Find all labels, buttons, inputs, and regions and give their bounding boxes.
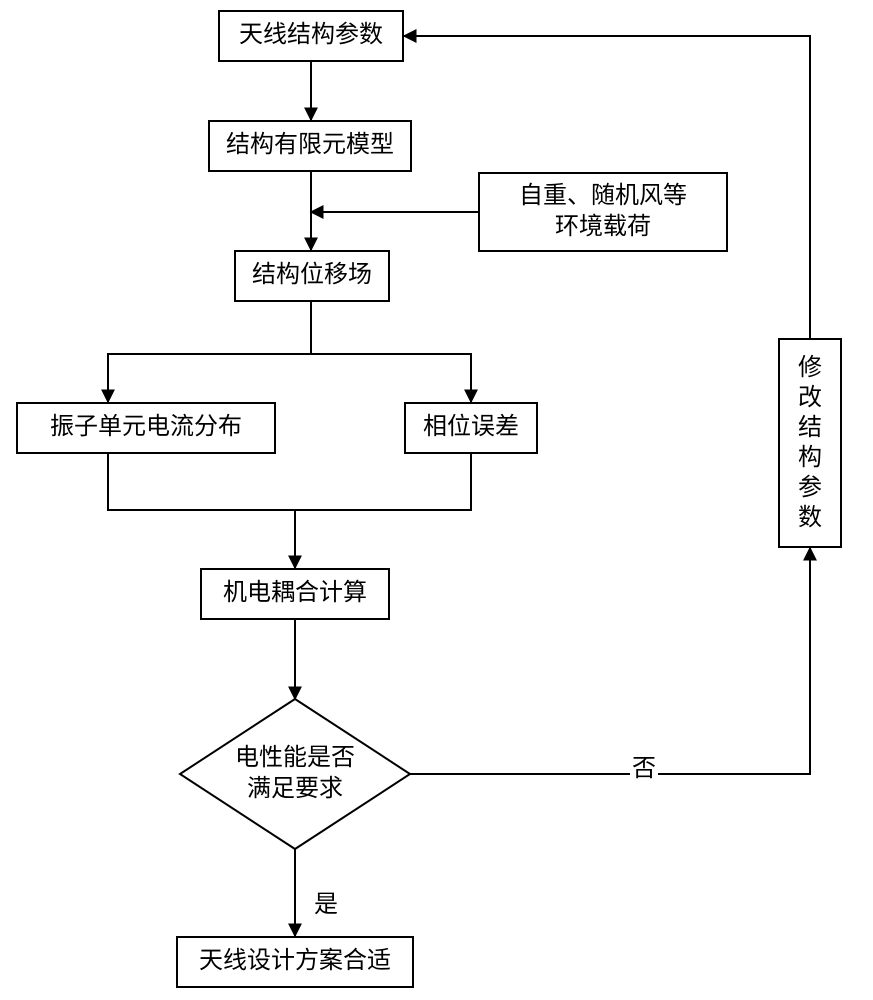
node-label: 振子单元电流分布: [50, 412, 242, 443]
node-label: 天线设计方案合适: [199, 946, 391, 977]
node-label: 机电耦合计算: [223, 578, 367, 609]
node-n1: 天线结构参数: [218, 10, 404, 62]
node-label: 自重、随机风等 环境载荷: [519, 181, 687, 243]
node-label: 结构有限元模型: [226, 130, 394, 161]
node-n10: 修改结构参数: [778, 338, 842, 548]
edge-label: 否: [630, 748, 658, 783]
node-n7: 机电耦合计算: [200, 568, 390, 620]
flowchart-canvas: 是 否 天线结构参数结构有限元模型自重、随机风等 环境载荷结构位移场振子单元电流分布…: [0, 0, 873, 1000]
node-n6: 相位误差: [404, 402, 538, 454]
node-label: 电性能是否 满足要求: [235, 743, 355, 805]
node-label: 相位误差: [423, 412, 519, 443]
edge-label: 是: [312, 884, 340, 919]
node-n4: 结构位移场: [234, 250, 390, 302]
node-n3: 自重、随机风等 环境载荷: [478, 172, 728, 252]
node-n5: 振子单元电流分布: [16, 402, 276, 454]
node-n8: 电性能是否 满足要求: [180, 699, 410, 849]
node-n2: 结构有限元模型: [208, 120, 412, 172]
node-label: 修改结构参数: [798, 353, 822, 533]
node-label: 结构位移场: [252, 260, 372, 291]
node-label: 天线结构参数: [239, 20, 383, 51]
node-n9: 天线设计方案合适: [176, 936, 414, 988]
